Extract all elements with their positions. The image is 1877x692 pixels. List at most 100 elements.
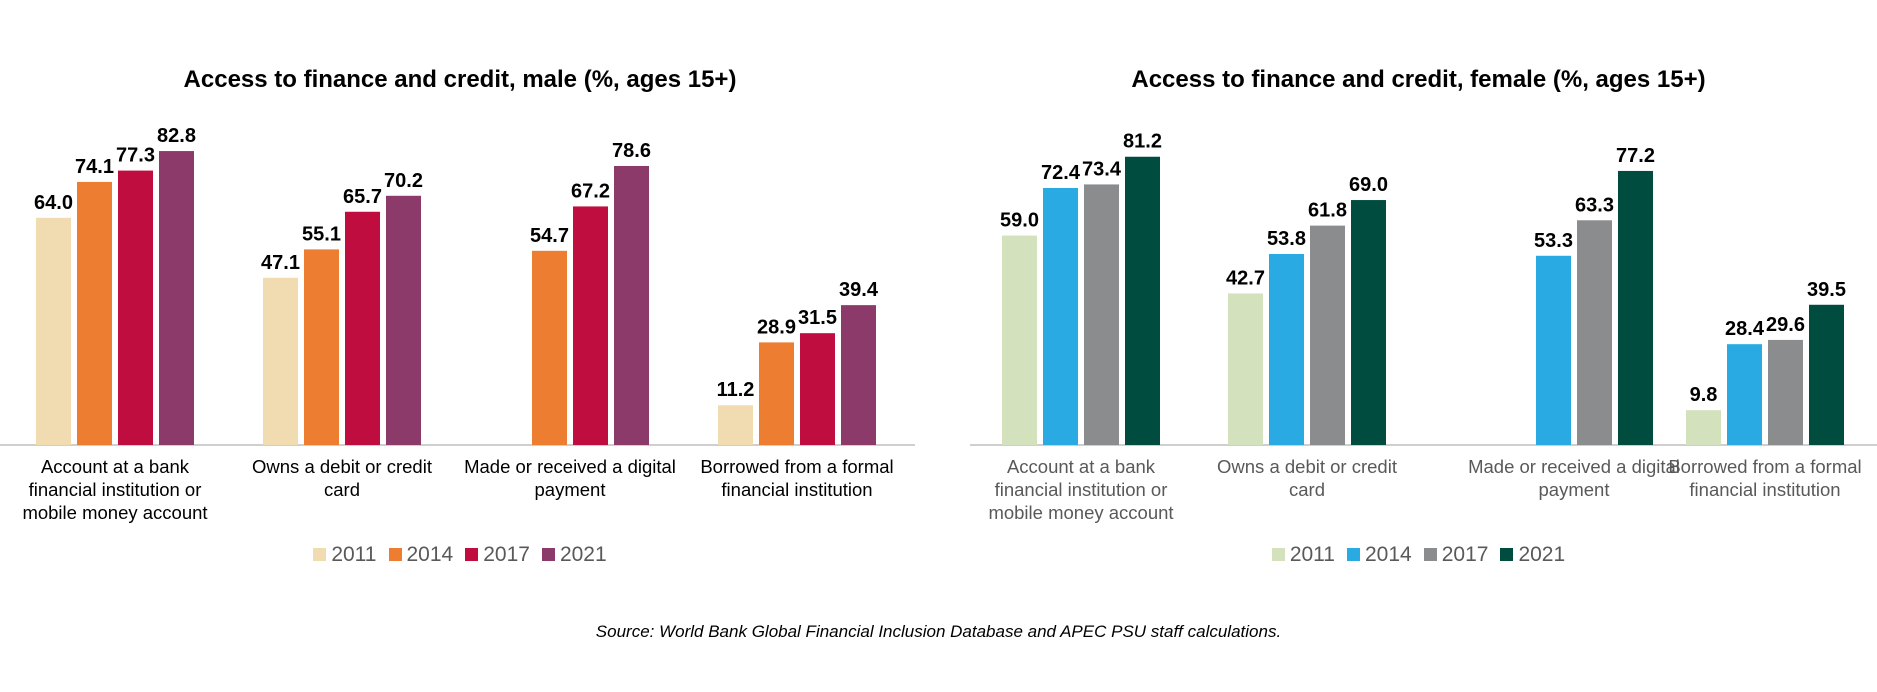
category-label-1: mobile money account — [988, 502, 1173, 523]
male-chart: Access to finance and credit, male (%, a… — [0, 0, 920, 600]
data-label-2014-cat-3: 53.3 — [1534, 230, 1573, 252]
category-label-4: financial institution — [1689, 479, 1840, 500]
bar-2017-cat-1 — [1084, 184, 1119, 445]
bar-2021-cat-1 — [159, 151, 194, 445]
bar-2021-cat-4 — [841, 305, 876, 445]
data-label-2017-cat-2: 65.7 — [343, 186, 382, 208]
category-label-2: Owns a debit or credit — [1217, 456, 1397, 477]
data-label-2011-cat-1: 59.0 — [1000, 210, 1039, 232]
bar-2011-cat-4 — [718, 405, 753, 445]
data-label-2011-cat-2: 47.1 — [261, 252, 300, 274]
bar-2014-cat-1 — [1043, 187, 1078, 446]
legend-item-2021: 2021 — [541, 543, 607, 567]
bar-2021-cat-3 — [1618, 170, 1653, 445]
bar-2011-cat-4 — [1686, 410, 1721, 445]
data-label-2011-cat-2: 42.7 — [1226, 267, 1265, 289]
data-label-2017-cat-2: 61.8 — [1308, 200, 1347, 222]
bar-2021-cat-4 — [1809, 304, 1844, 445]
category-label-1: mobile money account — [22, 502, 207, 523]
bar-2017-cat-2 — [1310, 225, 1345, 445]
legend-item-2017: 2017 — [465, 543, 530, 567]
bar-2021-cat-2 — [386, 195, 421, 445]
data-label-2014-cat-2: 53.8 — [1267, 228, 1306, 250]
female-chart-legend: 2011 2014 2017 2021 — [960, 543, 1877, 567]
category-label-3: Made or received a digital — [1468, 456, 1680, 477]
bar-2021-cat-1 — [1125, 156, 1160, 446]
chart-title: Access to finance and credit, female (%,… — [1131, 66, 1706, 93]
bar-2014-cat-3 — [1536, 255, 1571, 445]
legend-item-2011: 2011 — [1271, 543, 1335, 567]
bar-2017-cat-4 — [1768, 339, 1803, 445]
male-chart-legend: 2011 2014 2017 2021 — [0, 543, 920, 567]
legend-swatch — [465, 548, 479, 561]
data-label-2011-cat-1: 64.0 — [34, 192, 73, 214]
data-label-2014-cat-1: 72.4 — [1041, 162, 1081, 184]
data-label-2017-cat-1: 77.3 — [116, 145, 155, 167]
bar-2011-cat-1 — [36, 217, 71, 445]
data-label-2017-cat-4: 29.6 — [1766, 314, 1805, 336]
legend-label: 2014 — [406, 543, 454, 566]
legend-item-2011: 2011 — [313, 543, 377, 567]
category-label-4: Borrowed from a formal — [1668, 456, 1861, 477]
category-label-3: payment — [1539, 479, 1610, 500]
legend-label: 2021 — [1518, 543, 1566, 566]
category-label-2: Owns a debit or credit — [252, 456, 432, 477]
category-label-4: Borrowed from a formal — [700, 456, 893, 477]
legend-item-2014: 2014 — [388, 543, 454, 567]
legend-label: 2017 — [1441, 543, 1489, 566]
data-label-2021-cat-4: 39.5 — [1807, 279, 1846, 301]
data-label-2017-cat-4: 31.5 — [798, 307, 837, 329]
bar-2017-cat-3 — [573, 206, 608, 445]
chart-title: Access to finance and credit, male (%, a… — [183, 66, 737, 93]
data-label-2014-cat-2: 55.1 — [302, 223, 341, 245]
bar-2011-cat-1 — [1002, 235, 1037, 445]
bar-2021-cat-3 — [614, 165, 649, 445]
data-label-2014-cat-4: 28.9 — [757, 316, 796, 338]
legend-label: 2011 — [1289, 543, 1335, 566]
data-label-2021-cat-3: 78.6 — [612, 140, 651, 162]
data-label-2017-cat-3: 67.2 — [571, 180, 610, 202]
data-label-2021-cat-1: 82.8 — [157, 125, 196, 147]
data-label-2021-cat-4: 39.4 — [839, 279, 879, 301]
bar-2014-cat-1 — [77, 181, 112, 445]
bar-2014-cat-2 — [1269, 254, 1304, 445]
bar-2011-cat-2 — [1228, 293, 1263, 445]
category-label-2: card — [1289, 479, 1325, 500]
category-label-2: card — [324, 479, 360, 500]
category-label-1: Account at a bank — [1007, 456, 1156, 477]
source-note: Source: World Bank Global Financial Incl… — [595, 622, 1282, 641]
bar-2021-cat-2 — [1351, 200, 1386, 445]
category-label-1: Account at a bank — [41, 456, 190, 477]
data-label-2021-cat-1: 81.2 — [1123, 131, 1162, 153]
category-label-4: financial institution — [721, 479, 872, 500]
category-label-1: financial institution or — [29, 479, 202, 500]
legend-item-2021: 2021 — [1500, 543, 1565, 567]
data-label-2014-cat-4: 28.4 — [1725, 318, 1765, 340]
legend-swatch — [313, 548, 327, 561]
data-label-2011-cat-4: 11.2 — [717, 379, 755, 401]
legend-label: 2021 — [559, 543, 607, 566]
bar-2014-cat-4 — [1727, 344, 1762, 445]
bar-2011-cat-2 — [263, 277, 298, 445]
legend-swatch — [541, 548, 555, 561]
legend-item-2014: 2014 — [1347, 543, 1412, 567]
bar-2014-cat-4 — [759, 342, 794, 445]
category-label-3: payment — [535, 479, 606, 500]
data-label-2021-cat-2: 70.2 — [384, 170, 423, 192]
bar-2014-cat-2 — [304, 249, 339, 445]
legend-label: 2011 — [331, 543, 377, 566]
bar-2017-cat-2 — [345, 211, 380, 445]
data-label-2021-cat-3: 77.2 — [1616, 145, 1655, 167]
category-label-3: Made or received a digital — [464, 456, 676, 477]
category-label-1: financial institution or — [995, 479, 1168, 500]
legend-item-2017: 2017 — [1423, 543, 1489, 567]
legend-label: 2017 — [483, 543, 530, 566]
legend-swatch — [388, 548, 402, 561]
data-label-2021-cat-2: 69.0 — [1349, 174, 1388, 196]
legend-label: 2014 — [1365, 543, 1412, 566]
legend-swatch — [1347, 548, 1360, 561]
bar-2014-cat-3 — [532, 250, 567, 445]
legend-swatch — [1271, 548, 1285, 561]
bar-2017-cat-1 — [118, 170, 153, 445]
